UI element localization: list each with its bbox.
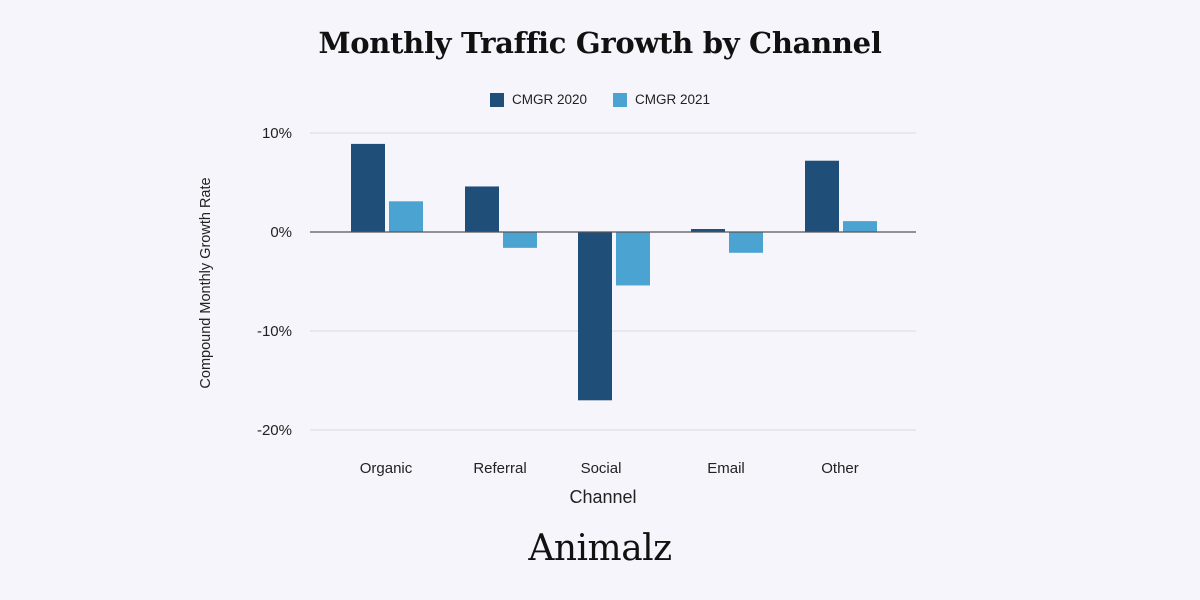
legend-item-2021: CMGR 2021 bbox=[613, 92, 710, 107]
bar-organic-2021 bbox=[389, 201, 423, 232]
x-tick-label: Other bbox=[821, 460, 859, 477]
chart-title: Monthly Traffic Growth by Channel bbox=[318, 26, 882, 60]
y-tick-label: 0% bbox=[270, 224, 292, 241]
y-tick-label: -20% bbox=[257, 422, 292, 439]
bar-referral-2021 bbox=[503, 232, 537, 248]
legend-item-2020: CMGR 2020 bbox=[489, 92, 587, 107]
bar-other-2020 bbox=[805, 160, 839, 232]
bar-email-2020 bbox=[691, 229, 725, 232]
bar-other-2021 bbox=[843, 221, 877, 232]
chart-legend: CMGR 2020 CMGR 2021 bbox=[0, 92, 1200, 107]
x-tick-label: Referral bbox=[473, 460, 526, 477]
x-axis-title: Channel bbox=[569, 487, 636, 507]
bar-social-2021 bbox=[616, 232, 650, 286]
x-tick-label: Social bbox=[581, 460, 622, 477]
y-tick-label: 10% bbox=[262, 125, 292, 142]
legend-swatch-2020 bbox=[489, 92, 504, 107]
bar-email-2021 bbox=[729, 232, 763, 253]
y-axis-title: Compound Monthly Growth Rate bbox=[198, 177, 214, 388]
bar-organic-2020 bbox=[351, 143, 385, 232]
bar-social-2020 bbox=[578, 232, 612, 401]
legend-swatch-2021 bbox=[613, 92, 627, 107]
bar-referral-2020 bbox=[465, 186, 499, 232]
x-tick-label: Organic bbox=[360, 460, 413, 477]
brand-logo: Animalz bbox=[528, 528, 672, 569]
y-tick-label: -10% bbox=[257, 323, 292, 340]
legend-label-2020: CMGR 2020 bbox=[511, 92, 587, 107]
legend-label-2021: CMGR 2021 bbox=[635, 92, 711, 107]
x-tick-label: Email bbox=[707, 460, 745, 477]
